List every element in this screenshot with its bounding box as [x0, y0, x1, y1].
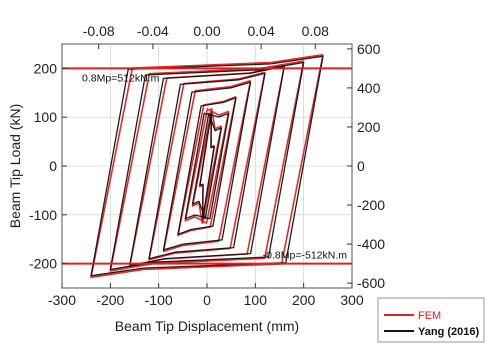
x-tick-label: -100 [145, 292, 173, 308]
x2-tick-label: 0.04 [248, 23, 275, 39]
series-yang-2016 [90, 55, 324, 277]
y2-tick-label: 0 [357, 158, 365, 174]
reference-lines: 0.8Mp=512kN.m -0.8Mp=-512kN.m [62, 67, 352, 265]
hysteresis-loop [191, 112, 223, 220]
y2-tick-label: 600 [357, 41, 381, 57]
hysteresis-loop [199, 112, 215, 220]
reference-label: -0.8Mp=-512kN.m [263, 250, 348, 262]
y2-tick-label: -400 [357, 236, 385, 252]
hysteresis-loop [177, 97, 237, 235]
y-tick-label: 200 [34, 60, 58, 76]
hysteresis-loop [109, 61, 305, 271]
x-tick-label: 300 [340, 292, 364, 308]
hysteresis-loop [184, 112, 230, 220]
y-tick-label: 0 [49, 158, 57, 174]
y-tick-label: -100 [29, 207, 57, 223]
series-group [90, 53, 324, 279]
x2-tick-label: -0.08 [83, 23, 115, 39]
reference-label: 0.8Mp=512kN.m [82, 72, 160, 84]
x2-tick-label: 0.00 [193, 23, 220, 39]
hysteresis-loop [162, 79, 252, 253]
axes: -300 -200 -100 0 100 200 300 -200 -100 0 100 200 -0.… [29, 23, 385, 308]
hysteresis-loop [162, 81, 252, 251]
y2-tick-label: -600 [357, 275, 385, 291]
legend-label-yang: Yang (2016) [418, 326, 479, 338]
x2-tick-label: -0.04 [137, 23, 169, 39]
x-tick-label: 100 [244, 292, 268, 308]
y2-tick-label: 400 [357, 80, 381, 96]
x-tick-label: 200 [292, 292, 316, 308]
x2-tick-label: 0.08 [302, 23, 329, 39]
x-tick-label: -300 [48, 292, 76, 308]
legend-box [377, 297, 485, 343]
y-tick-label: -200 [29, 256, 57, 272]
x-axis-title: Beam Tip Displacement (mm) [115, 318, 299, 334]
y2-tick-label: 200 [357, 119, 381, 135]
x-tick-label: -200 [96, 292, 124, 308]
y2-tick-label: -200 [357, 197, 385, 213]
legend: FEM Yang (2016) [377, 297, 485, 343]
y-tick-label: 100 [34, 109, 58, 125]
y-axis-title: Beam Tip Load (kN) [7, 104, 23, 229]
legend-label-fem: FEM [418, 310, 441, 322]
hysteresis-loop [184, 108, 230, 224]
hysteresis-loop [148, 72, 266, 260]
x-tick-label: 0 [203, 292, 211, 308]
